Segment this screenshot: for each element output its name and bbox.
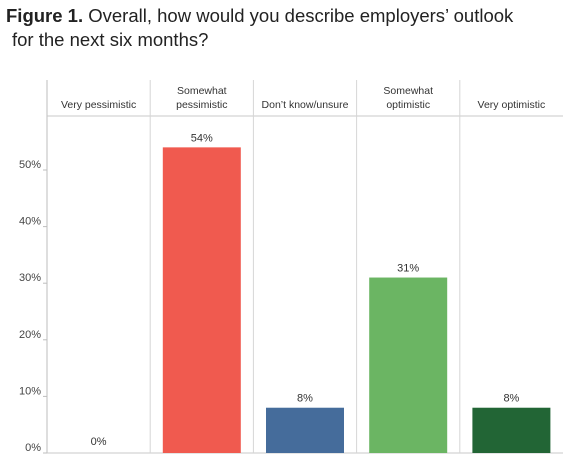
title-line-2: for the next six months? (12, 29, 209, 50)
bar (266, 407, 344, 453)
y-tick-label: 40% (19, 216, 41, 228)
category-label: Very pessimistic (61, 99, 136, 111)
category-label: Very optimistic (478, 99, 546, 111)
figure-label: Figure 1. (6, 5, 84, 26)
data-label: 31% (397, 263, 419, 275)
category-label: Somewhat (383, 85, 433, 97)
y-tick-label: 20% (19, 329, 41, 341)
data-label: 0% (91, 436, 107, 448)
bar (369, 277, 448, 453)
category-label: pessimistic (176, 99, 227, 111)
category-label: Don’t know/unsure (262, 99, 349, 111)
bar (472, 407, 551, 453)
bar (162, 147, 241, 454)
y-tick-label: 50% (19, 159, 41, 171)
data-label: 54% (191, 132, 213, 144)
y-tick-label: 30% (19, 272, 41, 284)
y-tick-label: 0% (25, 442, 41, 454)
y-tick-label: 10% (19, 385, 41, 397)
chart-title: Figure 1. Overall, how would you describ… (6, 4, 566, 52)
category-label: optimistic (386, 99, 430, 111)
data-label: 8% (503, 393, 519, 405)
title-line-1: Overall, how would you describe employer… (88, 5, 514, 26)
category-label: Somewhat (177, 85, 227, 97)
data-label: 8% (297, 393, 313, 405)
